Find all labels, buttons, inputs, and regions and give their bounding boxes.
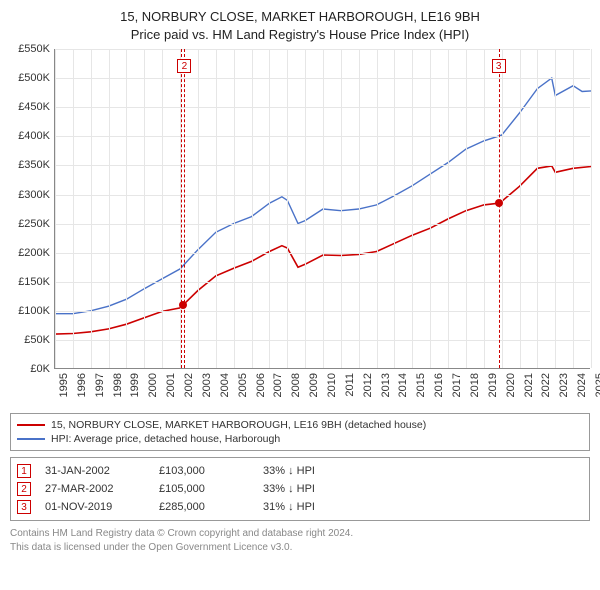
x-tick-label: 1999 (129, 373, 141, 397)
y-tick-label: £350K (18, 159, 50, 171)
event-diff: 33% ↓ HPI (263, 483, 353, 495)
x-tick-label: 2023 (558, 373, 570, 397)
x-tick-label: 2008 (290, 373, 302, 397)
x-tick-label: 2020 (505, 373, 517, 397)
x-tick-label: 2016 (433, 373, 445, 397)
x-tick-label: 2000 (147, 373, 159, 397)
y-tick-label: £550K (18, 43, 50, 55)
x-tick-label: 2005 (237, 373, 249, 397)
footer-attribution: Contains HM Land Registry data © Crown c… (10, 527, 590, 554)
y-axis: £0K£50K£100K£150K£200K£250K£300K£350K£40… (10, 49, 54, 369)
event-date: 01-NOV-2019 (45, 501, 145, 513)
footer-line-1: Contains HM Land Registry data © Crown c… (10, 527, 590, 541)
price-point-dot (495, 199, 503, 207)
event-marker-box: 3 (492, 59, 506, 73)
event-price: £105,000 (159, 483, 249, 495)
price-point-dot (179, 301, 187, 309)
event-marker-line (184, 49, 185, 368)
x-tick-label: 2021 (523, 373, 535, 397)
event-price: £103,000 (159, 465, 249, 477)
legend: 15, NORBURY CLOSE, MARKET HARBOROUGH, LE… (10, 413, 590, 451)
legend-item: HPI: Average price, detached house, Harb… (17, 432, 583, 446)
event-marker-box: 2 (177, 59, 191, 73)
event-marker-line (181, 49, 182, 368)
x-tick-label: 2017 (451, 373, 463, 397)
legend-label: HPI: Average price, detached house, Harb… (51, 433, 280, 445)
x-tick-label: 2013 (380, 373, 392, 397)
x-tick-label: 2003 (201, 373, 213, 397)
y-tick-label: £200K (18, 247, 50, 259)
event-diff: 33% ↓ HPI (263, 465, 353, 477)
x-tick-label: 2009 (308, 373, 320, 397)
x-tick-label: 2001 (165, 373, 177, 397)
x-tick-label: 2007 (272, 373, 284, 397)
legend-swatch (17, 424, 45, 426)
y-tick-label: £50K (24, 334, 50, 346)
x-tick-label: 1998 (112, 373, 124, 397)
event-date: 27-MAR-2002 (45, 483, 145, 495)
y-tick-label: £450K (18, 101, 50, 113)
event-number-box: 3 (17, 500, 31, 514)
x-tick-label: 2004 (219, 373, 231, 397)
legend-label: 15, NORBURY CLOSE, MARKET HARBOROUGH, LE… (51, 419, 426, 431)
x-tick-label: 2014 (397, 373, 409, 397)
event-number-box: 2 (17, 482, 31, 496)
events-table: 1 31-JAN-2002 £103,000 33% ↓ HPI 2 27-MAR-200… (10, 457, 590, 521)
y-tick-label: £500K (18, 72, 50, 84)
title-line-2: Price paid vs. HM Land Registry's House … (10, 26, 590, 44)
x-tick-label: 2010 (326, 373, 338, 397)
footer-line-2: This data is licensed under the Open Gov… (10, 541, 590, 555)
x-tick-label: 2022 (540, 373, 552, 397)
y-tick-label: £0K (30, 363, 50, 375)
event-date: 31-JAN-2002 (45, 465, 145, 477)
x-tick-label: 2019 (487, 373, 499, 397)
x-tick-label: 2015 (415, 373, 427, 397)
y-tick-label: £400K (18, 130, 50, 142)
y-tick-label: £250K (18, 218, 50, 230)
event-price: £285,000 (159, 501, 249, 513)
legend-item: 15, NORBURY CLOSE, MARKET HARBOROUGH, LE… (17, 418, 583, 432)
y-tick-label: £100K (18, 305, 50, 317)
y-tick-label: £300K (18, 189, 50, 201)
x-tick-label: 2006 (255, 373, 267, 397)
event-number-box: 1 (17, 464, 31, 478)
event-marker-line (499, 49, 500, 368)
y-tick-label: £150K (18, 276, 50, 288)
x-tick-label: 1995 (58, 373, 70, 397)
event-row: 3 01-NOV-2019 £285,000 31% ↓ HPI (17, 498, 583, 516)
x-tick-label: 1996 (76, 373, 88, 397)
x-axis: 1995 1996 1997 1998 1999 2000 2001 2002 2003 2004… (54, 369, 590, 409)
x-tick-label: 1997 (94, 373, 106, 397)
x-tick-label: 2025 (594, 373, 600, 397)
chart-title-block: 15, NORBURY CLOSE, MARKET HARBOROUGH, LE… (10, 8, 590, 43)
chart-area: £0K £50K £100K £150K £200K £250K £300K £350K £40… (10, 49, 590, 409)
event-row: 1 31-JAN-2002 £103,000 33% ↓ HPI (17, 462, 583, 480)
x-tick-label: 2018 (469, 373, 481, 397)
x-tick-label: 2012 (362, 373, 374, 397)
title-line-1: 15, NORBURY CLOSE, MARKET HARBOROUGH, LE… (10, 8, 590, 26)
x-tick-label: 2024 (576, 373, 588, 397)
x-tick-label: 2002 (183, 373, 195, 397)
legend-swatch (17, 438, 45, 440)
x-tick-label: 2011 (344, 373, 356, 397)
event-diff: 31% ↓ HPI (263, 501, 353, 513)
plot-region: 23 (54, 49, 590, 369)
event-row: 2 27-MAR-2002 £105,000 33% ↓ HPI (17, 480, 583, 498)
